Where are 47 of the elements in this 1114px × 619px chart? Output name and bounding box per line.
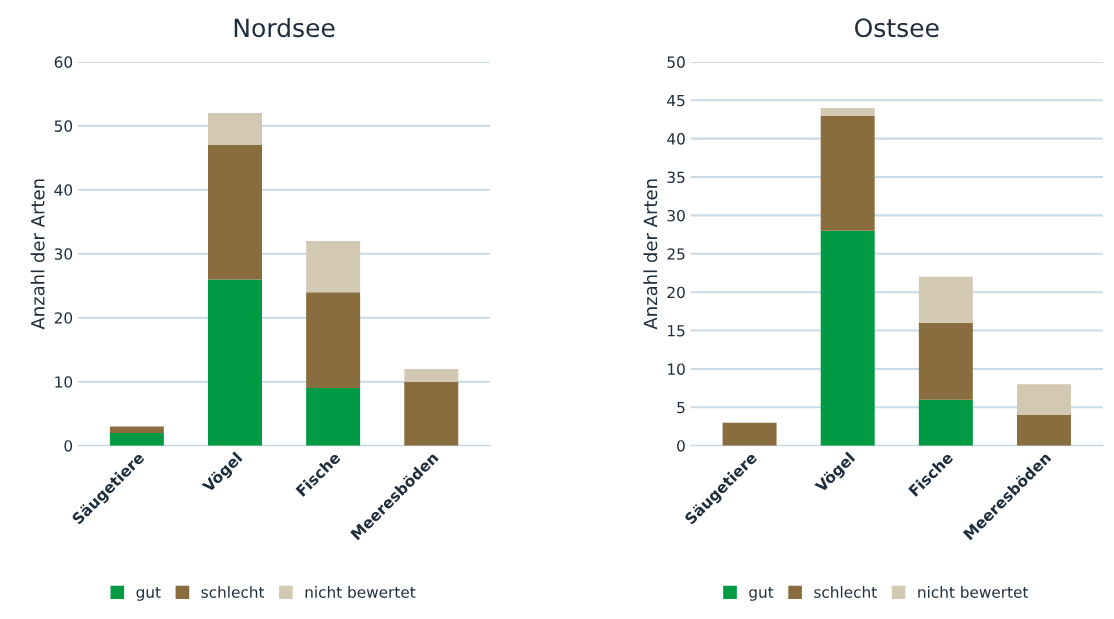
y-tick-label: 20	[54, 312, 73, 324]
bar	[306, 292, 361, 389]
y-tick-label: 5	[677, 401, 685, 414]
bar	[918, 399, 973, 446]
bar	[820, 107, 875, 116]
legend-label: schlecht	[201, 586, 265, 598]
legend-label: gut	[749, 586, 774, 601]
y-tick-label: 30	[667, 209, 685, 222]
bar	[306, 241, 361, 293]
bar	[208, 145, 262, 280]
legend-label: nicht bewertet	[305, 586, 416, 598]
y-tick-label: 60	[54, 56, 73, 68]
legend-label: schlecht	[814, 586, 877, 598]
y-tick-label: 10	[668, 363, 685, 375]
bar	[820, 230, 875, 446]
bar	[918, 322, 973, 400]
bar	[1016, 384, 1071, 415]
y-tick-label: 30	[54, 248, 73, 260]
bar	[306, 388, 361, 446]
legend-label: nicht bewertet	[918, 586, 1029, 598]
bar	[722, 422, 777, 446]
y-tick-label: 40	[667, 133, 685, 145]
y-tick-label: 0	[64, 440, 73, 452]
legend-label: gut	[136, 586, 161, 601]
bar	[918, 276, 973, 323]
bar	[208, 113, 262, 146]
y-tick-label: 45	[667, 94, 685, 107]
y-tick-label: 25	[667, 248, 685, 260]
y-tick-label: 35	[667, 171, 685, 184]
y-tick-label: 50	[667, 56, 685, 68]
bar	[404, 368, 459, 382]
y-axis-title: Anzahl der Arten	[643, 179, 658, 330]
chart-title: Nordsee	[234, 17, 335, 38]
y-tick-label: 20	[667, 286, 685, 299]
y-axis-title: Anzahl der Arten	[30, 179, 45, 330]
y-tick-label: 50	[54, 120, 73, 132]
y-tick-label: 40	[54, 184, 73, 196]
bar	[1016, 414, 1071, 446]
y-tick-label: 0	[677, 440, 685, 452]
bar	[109, 432, 164, 446]
y-tick-label: 15	[668, 325, 685, 337]
y-tick-label: 10	[55, 376, 73, 388]
bar	[109, 426, 164, 433]
bar	[208, 279, 262, 446]
chart-title: Ostsee	[855, 18, 939, 38]
bar	[820, 115, 875, 231]
bar	[404, 381, 459, 446]
